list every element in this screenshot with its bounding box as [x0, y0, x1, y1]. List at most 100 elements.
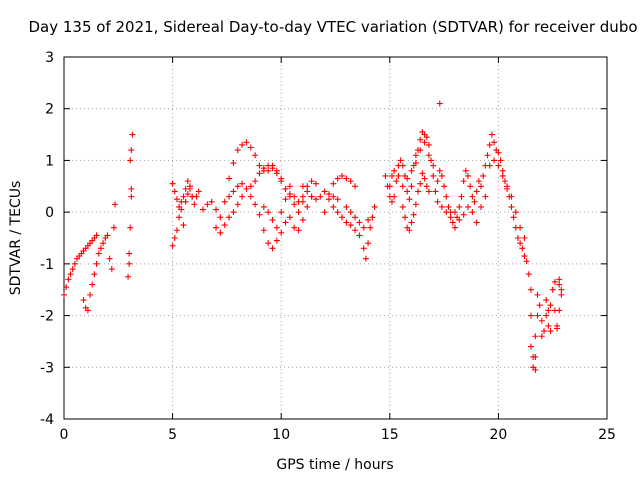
data-point [495, 162, 502, 169]
data-point [432, 188, 439, 195]
data-point [234, 183, 241, 190]
data-point [399, 162, 406, 169]
y-tick-label: 1 [45, 153, 54, 169]
data-point [100, 240, 107, 247]
data-point [434, 178, 441, 185]
data-point [334, 196, 341, 203]
data-point [169, 242, 176, 249]
data-point [204, 201, 211, 208]
data-point [467, 183, 474, 190]
data-point [347, 222, 354, 229]
data-point [488, 131, 495, 138]
data-point [269, 162, 276, 169]
data-point [343, 175, 350, 182]
data-point [510, 214, 517, 221]
data-point [304, 188, 311, 195]
data-point [80, 297, 87, 304]
data-point [517, 224, 524, 231]
data-point [473, 188, 480, 195]
data-point [508, 193, 515, 200]
data-point [330, 180, 337, 187]
x-tick-label: 15 [381, 427, 399, 443]
data-point [458, 193, 465, 200]
data-point [234, 147, 241, 154]
axis-ticks [63, 56, 608, 420]
data-point [282, 185, 289, 192]
data-point [556, 307, 563, 314]
data-point [252, 201, 259, 208]
data-point [421, 139, 428, 146]
data-point [486, 141, 493, 148]
data-point [84, 307, 91, 314]
data-point [126, 250, 133, 257]
x-tick-label: 5 [168, 427, 177, 443]
data-point [369, 214, 376, 221]
y-tick-label: -1 [40, 257, 54, 273]
data-point [221, 198, 228, 205]
data-point [282, 196, 289, 203]
data-point [265, 240, 272, 247]
data-point [423, 134, 430, 141]
data-point [171, 235, 178, 241]
data-point [386, 183, 393, 190]
data-point [312, 196, 319, 203]
data-point [95, 250, 102, 257]
y-tick-label: 2 [45, 102, 54, 118]
data-point [247, 144, 254, 151]
data-point [125, 273, 132, 280]
y-tick-labels: -4 -3 -2 -1 0 1 2 3 [40, 50, 54, 428]
data-points [61, 100, 565, 373]
data-point [308, 178, 315, 185]
data-point [521, 253, 528, 260]
data-point [499, 172, 506, 179]
data-point [425, 188, 432, 195]
data-point [65, 276, 72, 283]
data-point [556, 276, 563, 283]
data-point [295, 198, 302, 205]
data-point [549, 286, 556, 293]
data-point [438, 172, 445, 179]
data-point [252, 178, 259, 185]
data-point [334, 175, 341, 182]
data-point [532, 333, 539, 340]
y-tick-label: -4 [40, 412, 54, 428]
data-point [260, 203, 267, 210]
data-point [217, 214, 224, 221]
data-point [508, 203, 515, 210]
data-point [173, 196, 180, 203]
data-point [256, 211, 263, 218]
y-tick-label: 3 [45, 50, 54, 66]
data-point [419, 170, 426, 177]
data-point [365, 216, 372, 223]
data-point [93, 232, 100, 239]
data-point [330, 193, 337, 200]
data-point [388, 198, 395, 205]
x-tick-label: 0 [60, 427, 69, 443]
y-tick-label: -3 [40, 360, 54, 376]
data-point [191, 201, 198, 208]
data-point [104, 232, 111, 239]
data-point [495, 149, 502, 156]
data-point [347, 178, 354, 185]
data-point [404, 175, 411, 182]
data-point [239, 180, 246, 187]
data-point [230, 209, 237, 216]
data-point [180, 222, 187, 229]
data-point [443, 209, 450, 216]
data-point [482, 193, 489, 200]
data-point [182, 185, 189, 192]
data-point [519, 245, 526, 252]
data-point [260, 227, 267, 234]
data-point [517, 240, 524, 247]
data-point [108, 266, 115, 273]
data-point [497, 157, 504, 164]
data-point [317, 193, 324, 200]
data-point [523, 258, 530, 265]
data-point [360, 224, 367, 231]
data-point [69, 266, 76, 273]
data-point [436, 100, 443, 107]
data-point [445, 203, 452, 210]
data-point [200, 206, 207, 213]
data-point [460, 211, 467, 218]
data-point [176, 203, 183, 210]
